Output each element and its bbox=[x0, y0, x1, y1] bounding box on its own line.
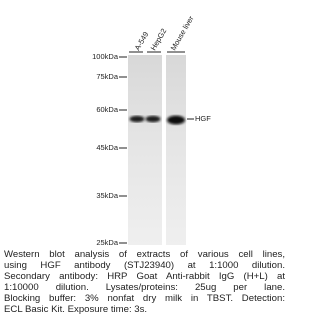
marker-label: 60kDa bbox=[96, 105, 119, 114]
caption-line: using HGF antibody (STJ23940) at 1:1000 … bbox=[4, 260, 285, 271]
blot-figure: A-549 HepG2 Mouse liver 100kDa 75kDa 60k… bbox=[0, 0, 289, 250]
lane-label: Mouse liver bbox=[169, 14, 196, 52]
band-label: HGF bbox=[195, 114, 211, 123]
page: A-549 HepG2 Mouse liver 100kDa 75kDa 60k… bbox=[0, 0, 289, 320]
caption: Western blot analysis of extracts of var… bbox=[4, 249, 285, 315]
caption-line: Blocking buffer: 3% nonfat dry milk in T… bbox=[4, 293, 285, 304]
blot-panel bbox=[166, 55, 186, 245]
caption-line: 1:10000 dilution. Lysates/proteins: 25ug… bbox=[4, 282, 285, 293]
lane-label: A-549 bbox=[133, 30, 151, 52]
marker-label: 100kDa bbox=[92, 52, 119, 61]
marker-label: 45kDa bbox=[96, 143, 119, 152]
caption-line: ECL Basic Kit. Exposure time: 3s. bbox=[4, 304, 285, 315]
band bbox=[130, 116, 145, 122]
caption-line: Secondary antibody: HRP Goat Anti-rabbit… bbox=[4, 271, 285, 282]
marker-label: 25kDa bbox=[96, 238, 119, 247]
marker-label: 35kDa bbox=[96, 191, 119, 200]
band bbox=[146, 116, 161, 122]
lane-label: HepG2 bbox=[149, 27, 169, 52]
blot-panel bbox=[128, 55, 162, 245]
markers: 100kDa 75kDa 60kDa 45kDa 35kDa 25kDa bbox=[92, 52, 127, 247]
marker-label: 75kDa bbox=[96, 72, 119, 81]
caption-line: Western blot analysis of extracts of var… bbox=[4, 249, 285, 260]
band bbox=[167, 116, 185, 125]
